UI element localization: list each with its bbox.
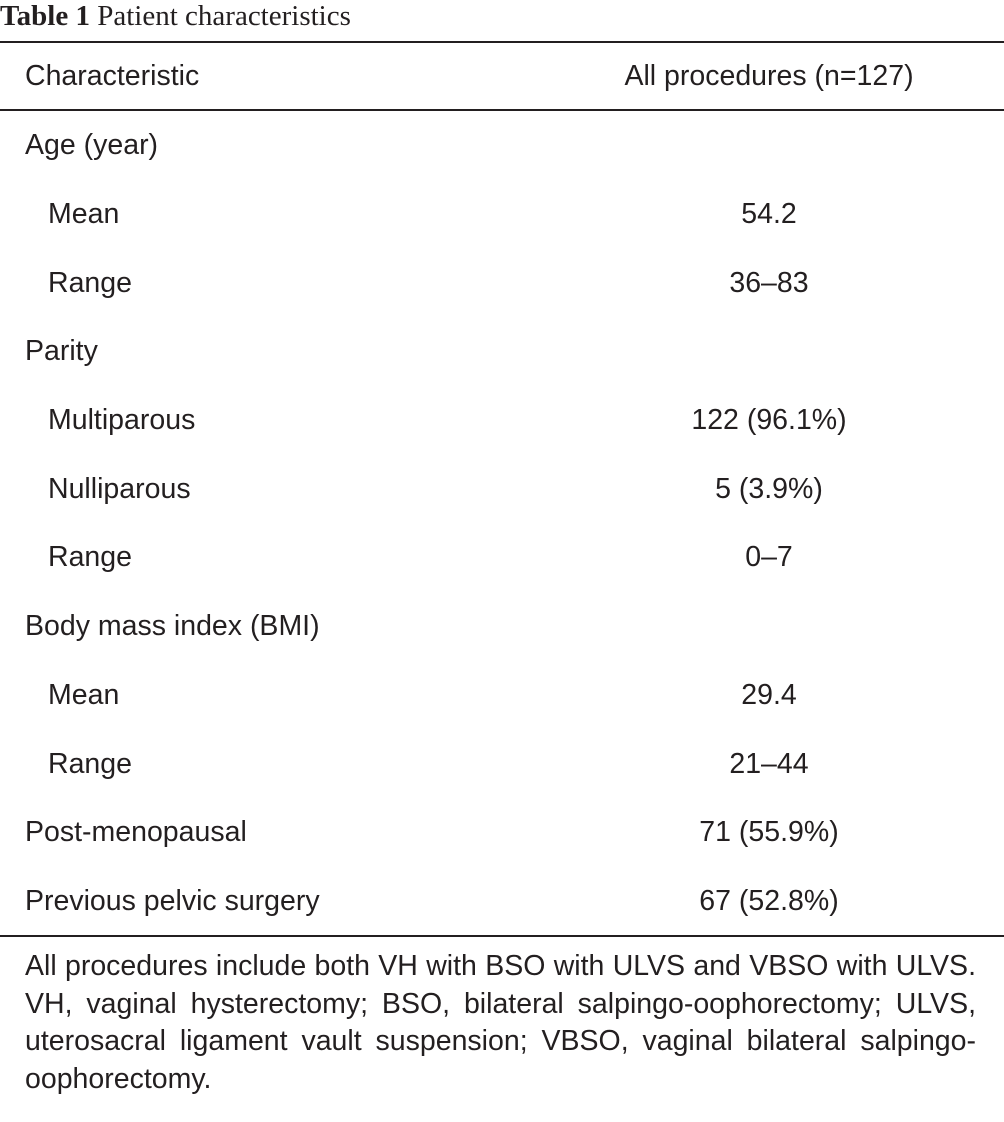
row-value-post-menopausal: 71 (55.9%) xyxy=(699,816,839,848)
row-label-parity: Parity xyxy=(25,335,98,367)
row-value-multiparous: 122 (96.1%) xyxy=(691,404,847,436)
row-label-parity-range: Range xyxy=(48,541,132,573)
row-label-post-menopausal: Post-menopausal xyxy=(25,816,247,848)
top-rule xyxy=(0,41,1004,43)
row-label-bmi: Body mass index (BMI) xyxy=(25,610,320,642)
table-label: Table 1 xyxy=(0,0,90,32)
row-value-bmi-mean: 29.4 xyxy=(741,679,797,711)
row-value-previous-pelvic-surgery: 67 (52.8%) xyxy=(699,885,839,917)
row-value-age-range: 36–83 xyxy=(729,267,809,299)
row-label-multiparous: Multiparous xyxy=(48,404,196,436)
row-value-bmi-range: 21–44 xyxy=(729,748,809,780)
row-label-previous-pelvic-surgery: Previous pelvic surgery xyxy=(25,885,320,917)
header-rule xyxy=(0,109,1004,111)
row-label-bmi-range: Range xyxy=(48,748,132,780)
header-all-procedures: All procedures (n=127) xyxy=(624,60,914,92)
header-characteristic: Characteristic xyxy=(25,60,200,92)
table-caption: Patient characteristics xyxy=(97,0,351,32)
table-title: Table 1 Patient characteristics xyxy=(0,0,351,36)
row-value-age-mean: 54.2 xyxy=(741,198,797,230)
row-label-age-range: Range xyxy=(48,267,132,299)
row-value-parity-range: 0–7 xyxy=(745,541,793,573)
row-label-nulliparous: Nulliparous xyxy=(48,473,191,505)
row-label-age: Age (year) xyxy=(25,129,159,161)
row-value-nulliparous: 5 (3.9%) xyxy=(715,473,823,505)
row-label-age-mean: Mean xyxy=(48,198,120,230)
bottom-rule xyxy=(0,935,1004,937)
table-footnote: All procedures include both VH with BSO … xyxy=(25,950,976,1095)
row-label-bmi-mean: Mean xyxy=(48,679,120,711)
